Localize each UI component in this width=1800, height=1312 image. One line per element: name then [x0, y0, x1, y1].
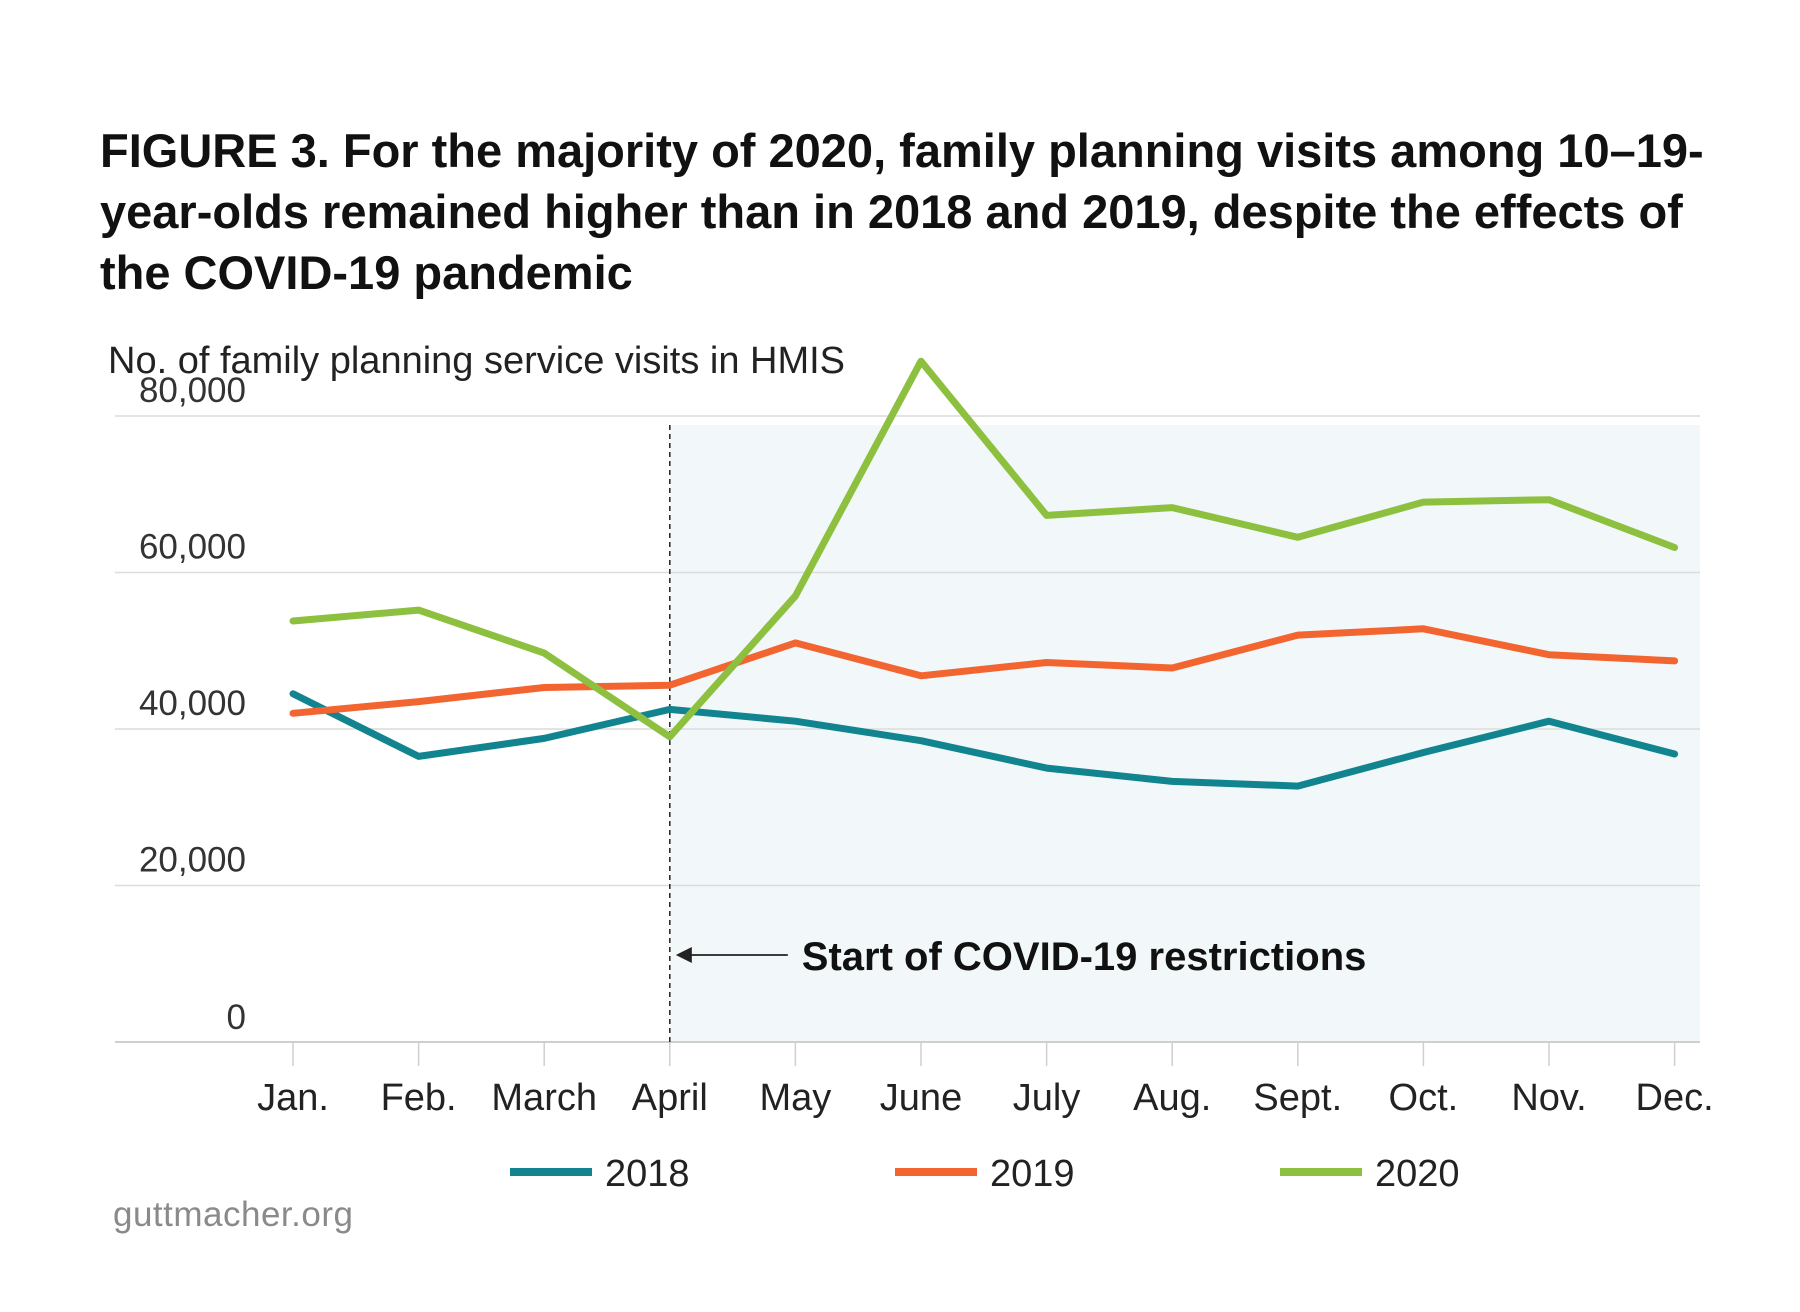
y-axis-tick-labels: 0 20,000 40,000 60,000 80,000 — [139, 371, 246, 1037]
annotation-arrow-head — [675, 947, 692, 963]
x-tick-label: Jan. — [257, 1077, 329, 1119]
legend-label-2019: 2019 — [990, 1153, 1075, 1195]
y-tick-label: 40,000 — [139, 684, 246, 723]
legend-label-2020: 2020 — [1375, 1153, 1460, 1195]
series-line-2020 — [289, 357, 1679, 741]
x-tick-label: Feb. — [381, 1077, 457, 1119]
y-tick-label: 0 — [227, 998, 246, 1037]
y-tick-label: 60,000 — [139, 528, 246, 567]
y-tick-label: 80,000 — [139, 371, 246, 410]
y-axis-label: No. of family planning service visits in… — [108, 340, 846, 382]
x-tick-label: April — [632, 1077, 708, 1119]
source-credit: guttmacher.org — [113, 1195, 354, 1234]
x-tick-label: Aug. — [1133, 1077, 1211, 1119]
x-axis-tick-labels: Jan. Feb. March April May June July Aug. Sept. Oc… — [257, 1077, 1714, 1119]
legend-label-2018: 2018 — [605, 1153, 690, 1195]
y-tick-label: 20,000 — [139, 841, 246, 880]
x-tick-label: July — [1013, 1077, 1081, 1119]
series-line-2018 — [289, 690, 1679, 790]
x-tick-label: March — [491, 1077, 597, 1119]
series-lines — [289, 357, 1679, 790]
covid-annotation: Start of COVID-19 restrictions — [675, 935, 1367, 979]
x-tick-label: Sept. — [1253, 1077, 1342, 1119]
gridlines — [115, 415, 1700, 887]
x-tick-label: May — [760, 1077, 832, 1119]
x-tick-label: Dec. — [1636, 1077, 1714, 1119]
chart-title: FIGURE 3. For the majority of 2020, fami… — [100, 124, 1704, 299]
legend: 2018 2019 2020 — [510, 1153, 1460, 1195]
series-line-2019 — [289, 625, 1679, 717]
x-tick-label: June — [880, 1077, 962, 1119]
x-axis-ticks — [292, 1042, 1676, 1066]
x-tick-label: Nov. — [1511, 1077, 1586, 1119]
x-tick-label: Oct. — [1389, 1077, 1459, 1119]
annotation-label: Start of COVID-19 restrictions — [802, 935, 1367, 979]
covid-period-shading — [669, 425, 1700, 1042]
